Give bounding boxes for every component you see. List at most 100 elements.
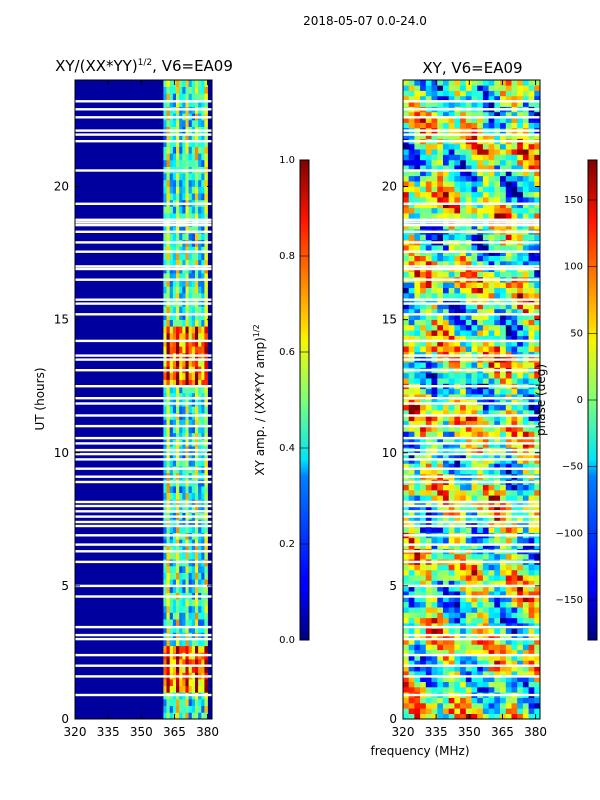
right-heatmap-cell	[505, 612, 512, 619]
right-heatmap-cell	[471, 165, 478, 171]
left-heatmap-cell	[176, 599, 180, 607]
right-heatmap-cell	[437, 282, 444, 288]
right-heatmap-cell	[511, 234, 518, 240]
flagged-row	[403, 534, 540, 537]
left-heatmap-cell	[166, 539, 170, 547]
left-heatmap-cell	[204, 213, 208, 221]
left-heatmap-cell	[188, 319, 193, 327]
right-heatmap-cell	[500, 410, 506, 416]
right-heatmap-cell	[511, 340, 518, 347]
right-heatmap-cell	[482, 601, 489, 608]
right-heatmap-cell	[443, 612, 449, 619]
left-heatmap-cell	[179, 153, 183, 161]
right-heatmap-cell	[522, 516, 529, 523]
left-heatmap-cell	[179, 665, 183, 673]
right-heatmap-cell	[443, 346, 449, 352]
right-heatmap-cell	[528, 703, 535, 709]
right-heatmap-cell	[443, 117, 449, 123]
left-heatmap-cell	[188, 392, 193, 400]
right-heatmap-cell	[494, 431, 501, 437]
left-heatmap-cell	[169, 492, 174, 500]
right-heatmap-cell	[420, 213, 427, 219]
left-heatmap-cell	[198, 213, 202, 221]
left-heatmap-cell	[182, 193, 186, 201]
right-heatmap-cell	[403, 298, 409, 304]
left-heatmap-cell	[185, 705, 189, 713]
right-heatmap-cell	[431, 431, 438, 437]
left-heatmap-cell	[201, 306, 205, 314]
right-heatmap-cell	[448, 553, 455, 560]
right-heatmap-cell	[494, 436, 501, 443]
left-heatmap-cell	[204, 406, 208, 414]
left-heatmap-cell	[169, 279, 174, 287]
left-heatmap-cell	[195, 173, 199, 181]
right-heatmap-cell	[465, 90, 472, 97]
right-heatmap-cell	[505, 431, 512, 437]
right-heatmap-cell	[482, 85, 489, 91]
left-heatmap-cell	[163, 426, 167, 434]
right-heatmap-cell	[408, 713, 415, 719]
right-heatmap-cell	[465, 410, 472, 416]
right-heatmap-cell	[534, 213, 540, 219]
left-heatmap-cell	[182, 392, 186, 400]
right-heatmap-cell	[454, 607, 461, 613]
right-heatmap-cell	[448, 362, 455, 368]
right-heatmap-cell	[431, 612, 438, 619]
right-heatmap-cell	[488, 255, 495, 262]
right-heatmap-cell	[528, 431, 535, 437]
right-heatmap-cell	[443, 644, 449, 651]
left-heatmap-cell	[198, 319, 202, 327]
left-heatmap-cell	[163, 246, 167, 254]
left-heatmap-cell	[201, 506, 205, 513]
right-heatmap-cell	[443, 133, 449, 139]
left-heatmap-cell	[166, 186, 170, 194]
left-heatmap-cell	[179, 486, 183, 493]
right-heatmap-cell	[448, 143, 455, 150]
x-tick-label: 350	[458, 725, 481, 739]
right-heatmap-cell	[500, 458, 506, 464]
x-tick-label: 350	[130, 725, 153, 739]
right-heatmap-cell	[494, 543, 501, 549]
left-heatmap-cell	[188, 186, 193, 194]
right-heatmap-cell	[488, 261, 495, 267]
right-heatmap-cell	[403, 404, 409, 411]
right-heatmap-cell	[403, 293, 409, 299]
right-heatmap-cell	[511, 511, 518, 517]
right-heatmap-cell	[500, 431, 506, 437]
left-heatmap-cell	[163, 492, 167, 500]
right-heatmap-cell	[534, 191, 540, 198]
left-heatmap-cell	[179, 279, 183, 287]
right-heatmap-cell	[471, 181, 478, 187]
right-heatmap-cell	[488, 463, 495, 469]
right-heatmap-cell	[511, 143, 518, 150]
right-heatmap-cell	[443, 319, 449, 326]
right-heatmap-cell	[511, 404, 518, 411]
right-heatmap-cell	[443, 655, 449, 661]
right-heatmap-cell	[500, 245, 506, 251]
right-heatmap-cell	[511, 506, 518, 512]
right-heatmap-cell	[431, 543, 438, 549]
right-heatmap-cell	[437, 287, 444, 294]
right-heatmap-cell	[414, 282, 421, 288]
left-heatmap-cell	[166, 645, 170, 653]
right-heatmap-cell	[517, 287, 524, 294]
left-heatmap-cell	[169, 186, 174, 194]
right-heatmap-cell	[414, 170, 421, 177]
flagged-row	[403, 467, 540, 470]
right-heatmap-cell	[431, 80, 438, 86]
left-heatmap-cell	[179, 179, 183, 187]
right-heatmap-cell	[420, 687, 427, 693]
left-heatmap-cell	[166, 86, 170, 94]
left-heatmap-cell	[182, 386, 186, 394]
right-heatmap-cell	[517, 165, 524, 171]
right-heatmap-cell	[437, 191, 444, 198]
right-heatmap-cell	[522, 612, 529, 619]
right-heatmap-cell	[403, 580, 409, 587]
left-heatmap-cell	[201, 153, 205, 161]
right-heatmap-cell	[494, 596, 501, 603]
left-heatmap-cell	[163, 359, 167, 367]
left-heatmap-cell	[179, 599, 183, 607]
right-heatmap-cell	[517, 282, 524, 288]
left-heatmap-cell	[182, 279, 186, 287]
left-heatmap-cell	[191, 426, 196, 434]
